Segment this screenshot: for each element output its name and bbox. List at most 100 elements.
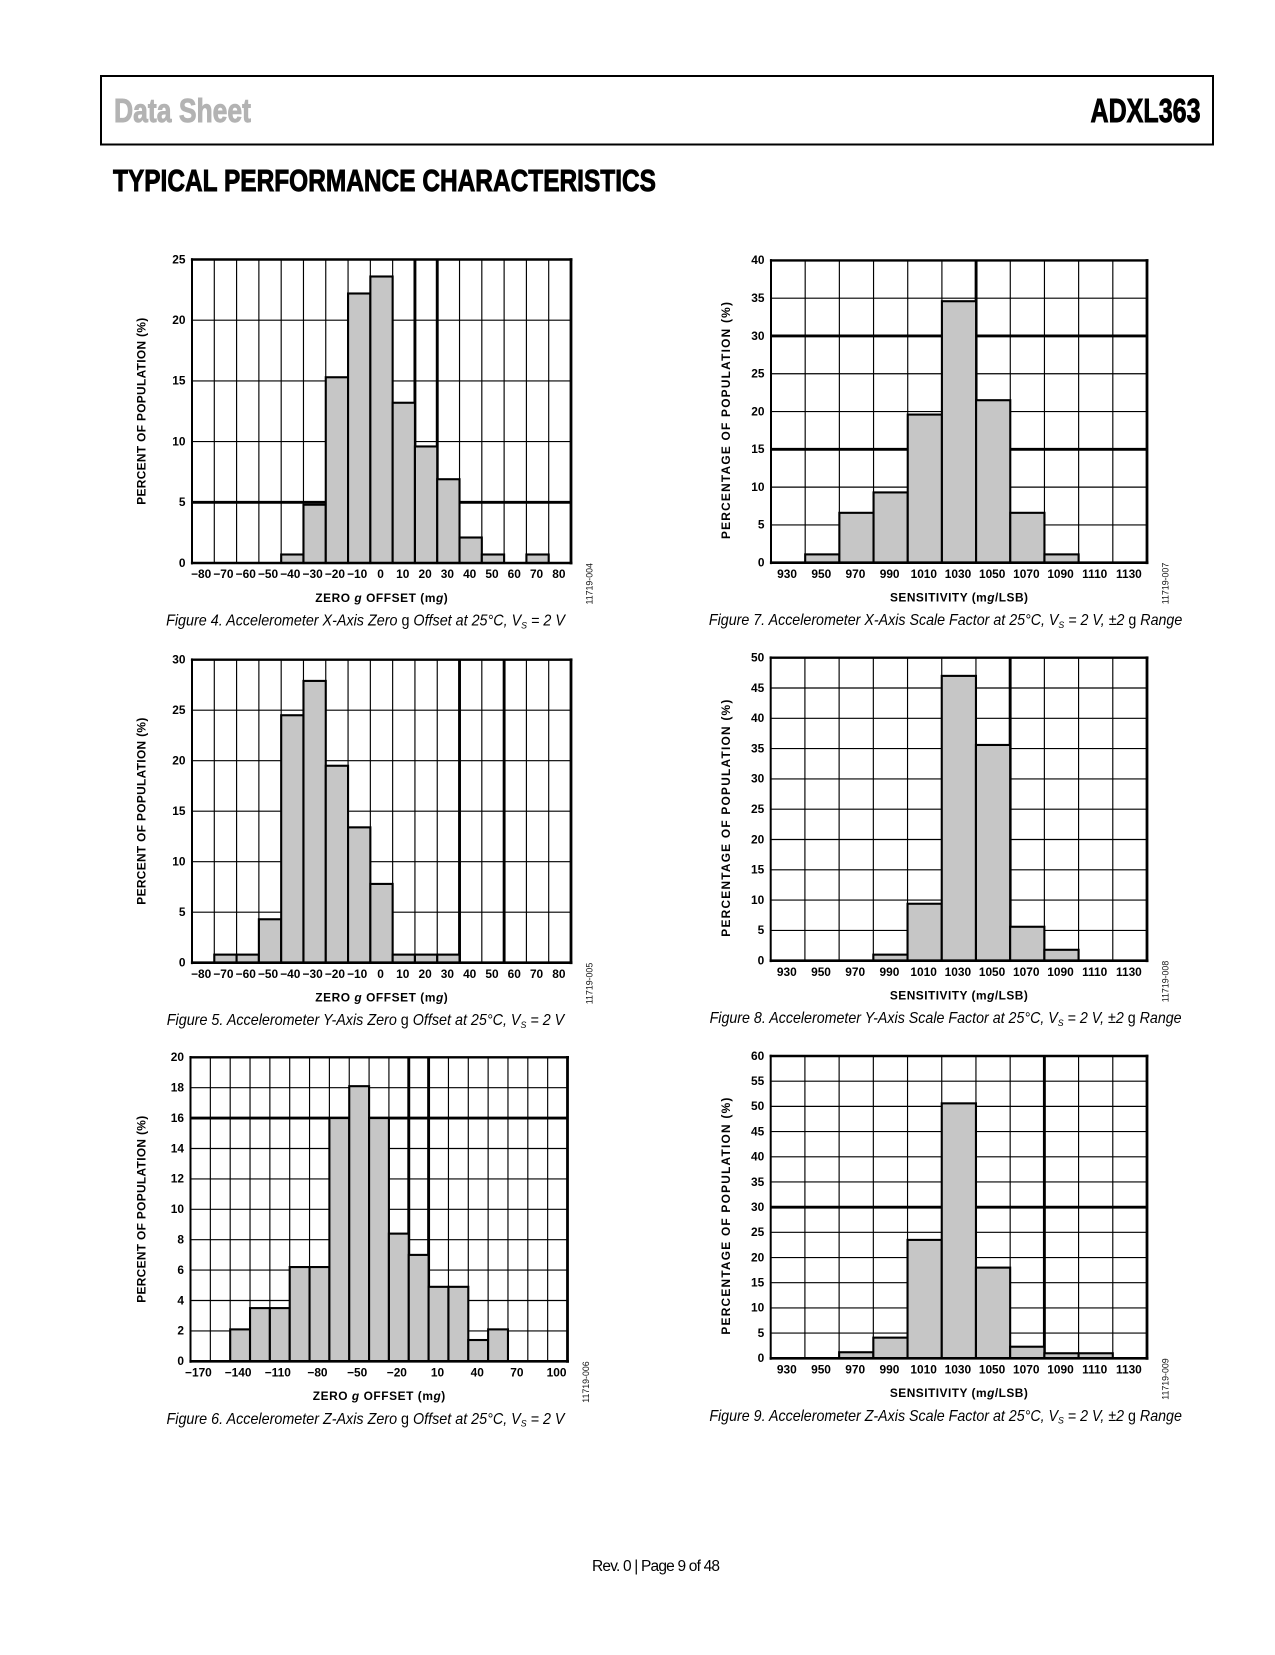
svg-text:−140: −140: [225, 1366, 252, 1380]
svg-text:ZERO g OFFSET (mg): ZERO g OFFSET (mg): [315, 991, 448, 1005]
svg-text:PERCENT OF POPULATION (%): PERCENT OF POPULATION (%): [135, 718, 149, 905]
svg-text:30: 30: [751, 772, 765, 786]
svg-text:970: 970: [845, 965, 865, 979]
svg-text:30: 30: [441, 967, 455, 981]
svg-text:990: 990: [880, 965, 900, 979]
svg-text:SENSITIVITY (mg/LSB): SENSITIVITY (mg/LSB): [890, 591, 1028, 605]
svg-text:70: 70: [530, 567, 544, 581]
svg-text:5: 5: [179, 495, 186, 509]
svg-text:70: 70: [530, 967, 544, 981]
svg-text:15: 15: [172, 804, 186, 818]
svg-text:20: 20: [418, 967, 432, 981]
svg-text:−30: −30: [303, 567, 324, 581]
svg-text:1010: 1010: [911, 567, 938, 581]
svg-text:10: 10: [751, 1301, 765, 1315]
svg-text:11719-006: 11719-006: [581, 1361, 591, 1403]
svg-text:−80: −80: [307, 1366, 328, 1380]
svg-text:35: 35: [751, 291, 765, 305]
svg-text:0: 0: [377, 567, 384, 581]
svg-text:50: 50: [485, 967, 499, 981]
svg-text:Figure 7. Accelerometer X-Axis: Figure 7. Accelerometer X-Axis Scale Fac…: [709, 613, 1182, 630]
svg-text:5: 5: [758, 1326, 765, 1340]
svg-text:−10: −10: [347, 967, 368, 981]
svg-text:1130: 1130: [1116, 1363, 1142, 1377]
svg-text:30: 30: [441, 567, 455, 581]
svg-text:15: 15: [172, 374, 186, 388]
svg-text:60: 60: [508, 967, 522, 981]
svg-text:1010: 1010: [910, 1363, 937, 1377]
svg-text:−50: −50: [258, 967, 279, 981]
svg-text:35: 35: [751, 741, 765, 755]
svg-text:50: 50: [751, 1099, 765, 1113]
svg-text:−40: −40: [280, 967, 301, 981]
svg-text:15: 15: [751, 863, 765, 877]
svg-text:−50: −50: [258, 567, 279, 581]
svg-text:PERCENTAGE OF POPULATION (%): PERCENTAGE OF POPULATION (%): [719, 302, 733, 539]
svg-text:60: 60: [751, 1049, 765, 1063]
svg-text:−80: −80: [191, 567, 212, 581]
svg-text:1130: 1130: [1116, 965, 1142, 979]
svg-text:16: 16: [171, 1111, 185, 1125]
svg-text:20: 20: [751, 1250, 765, 1264]
svg-text:950: 950: [811, 567, 831, 581]
svg-text:0: 0: [758, 954, 765, 968]
svg-text:45: 45: [751, 681, 765, 695]
svg-text:15: 15: [751, 442, 765, 456]
svg-text:5: 5: [179, 905, 186, 919]
svg-text:−110: −110: [265, 1366, 292, 1380]
svg-text:11719-004: 11719-004: [585, 563, 595, 605]
svg-text:−40: −40: [280, 567, 301, 581]
svg-text:50: 50: [485, 567, 499, 581]
svg-text:−60: −60: [236, 967, 257, 981]
svg-text:PERCENTAGE OF POPULATION (%): PERCENTAGE OF POPULATION (%): [719, 1098, 733, 1335]
svg-text:970: 970: [846, 567, 866, 581]
svg-text:18: 18: [171, 1081, 185, 1095]
svg-text:1110: 1110: [1082, 965, 1108, 979]
svg-text:Data Sheet: Data Sheet: [114, 92, 251, 129]
svg-text:10: 10: [172, 434, 186, 448]
svg-text:Figure 9. Accelerometer Z-Axis: Figure 9. Accelerometer Z-Axis Scale Fac…: [709, 1408, 1182, 1425]
svg-text:ADXL363: ADXL363: [1091, 92, 1201, 129]
svg-text:1130: 1130: [1116, 567, 1142, 581]
svg-text:0: 0: [177, 1354, 184, 1368]
svg-text:1030: 1030: [945, 965, 972, 979]
svg-text:20: 20: [172, 754, 186, 768]
svg-text:0: 0: [377, 967, 384, 981]
svg-text:100: 100: [547, 1366, 567, 1380]
svg-text:40: 40: [463, 967, 477, 981]
svg-text:990: 990: [880, 1363, 900, 1377]
svg-text:20: 20: [418, 567, 432, 581]
svg-text:PERCENT OF POPULATION (%): PERCENT OF POPULATION (%): [135, 318, 149, 505]
svg-text:11719-007: 11719-007: [1161, 563, 1171, 605]
svg-text:50: 50: [751, 651, 765, 665]
svg-text:40: 40: [463, 567, 477, 581]
svg-text:4: 4: [177, 1293, 184, 1307]
svg-text:40: 40: [751, 1150, 765, 1164]
svg-text:11719-009: 11719-009: [1161, 1358, 1171, 1400]
svg-text:6: 6: [177, 1263, 184, 1277]
svg-text:TYPICAL PERFORMANCE CHARACTERI: TYPICAL PERFORMANCE CHARACTERISTICS: [113, 164, 656, 198]
svg-text:−20: −20: [325, 967, 346, 981]
svg-text:1070: 1070: [1013, 567, 1040, 581]
svg-text:SENSITIVITY (mg/LSB): SENSITIVITY (mg/LSB): [890, 1386, 1028, 1400]
svg-text:Figure 5. Accelerometer Y-Axis: Figure 5. Accelerometer Y-Axis Zero g Of…: [167, 1012, 566, 1030]
svg-text:1010: 1010: [910, 965, 937, 979]
svg-text:−10: −10: [347, 567, 368, 581]
svg-text:12: 12: [171, 1172, 185, 1186]
svg-text:15: 15: [751, 1276, 765, 1290]
svg-text:11719-008: 11719-008: [1161, 961, 1171, 1003]
svg-text:10: 10: [172, 855, 186, 869]
svg-text:70: 70: [510, 1366, 524, 1380]
svg-text:1070: 1070: [1013, 1363, 1040, 1377]
svg-text:1050: 1050: [979, 1363, 1006, 1377]
svg-text:−20: −20: [325, 567, 346, 581]
svg-text:Rev. 0 | Page 9 of 48: Rev. 0 | Page 9 of 48: [592, 1558, 720, 1575]
svg-text:1030: 1030: [945, 1363, 972, 1377]
svg-text:1090: 1090: [1047, 567, 1074, 581]
svg-text:ZERO g OFFSET (mg): ZERO g OFFSET (mg): [313, 1389, 446, 1403]
svg-text:25: 25: [751, 802, 765, 816]
svg-text:20: 20: [171, 1050, 185, 1064]
svg-text:80: 80: [552, 967, 566, 981]
svg-text:Figure 8. Accelerometer Y-Axis: Figure 8. Accelerometer Y-Axis Scale Fac…: [710, 1011, 1182, 1028]
svg-text:30: 30: [172, 653, 186, 667]
